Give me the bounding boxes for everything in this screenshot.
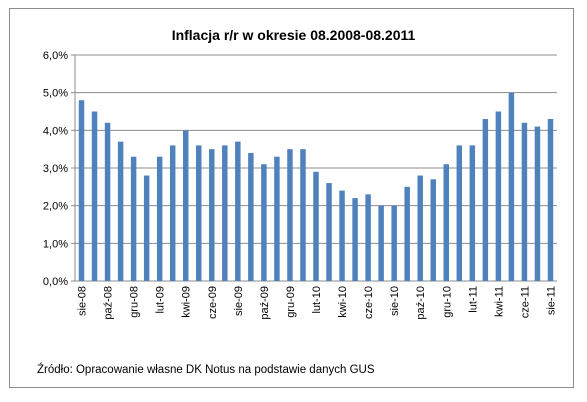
bar-sie-11 bbox=[547, 119, 554, 281]
x-tick-label: cze-10 bbox=[363, 286, 375, 319]
source-note: Źródło: Opracowanie własne DK Notus na p… bbox=[37, 364, 375, 376]
bar-paź-08 bbox=[104, 122, 111, 281]
x-tick-label: kwi-11 bbox=[493, 286, 505, 317]
y-tick-label: 5,0% bbox=[43, 88, 68, 100]
bar-lip-09 bbox=[222, 145, 228, 281]
x-tick-label: sie-08 bbox=[77, 286, 89, 316]
x-tick-label: sie-10 bbox=[389, 286, 401, 316]
bar-lip-10 bbox=[378, 205, 384, 281]
chart-title: Inflacja r/r w okresie 08.2008-08.2011 bbox=[171, 27, 416, 43]
bar-kwi-11 bbox=[495, 111, 502, 281]
bar-mar-09 bbox=[169, 145, 176, 281]
x-tick-label: kwi-09 bbox=[181, 286, 193, 318]
bar-mar-10 bbox=[326, 183, 332, 281]
bar-wrz-10 bbox=[404, 186, 410, 281]
x-tick-label: kwi-10 bbox=[337, 286, 349, 318]
bar-sie-10 bbox=[391, 205, 397, 281]
bar-lis-09 bbox=[274, 156, 280, 281]
bar-cze-09 bbox=[209, 149, 215, 281]
x-tick-label: sie-09 bbox=[233, 286, 245, 316]
bar-wrz-08 bbox=[91, 111, 98, 281]
bar-gru-08 bbox=[130, 156, 137, 281]
bar-sie-08 bbox=[78, 100, 85, 281]
bar-maj-09 bbox=[196, 145, 202, 281]
bar-sty-11 bbox=[456, 145, 463, 281]
y-tick-label: 2,0% bbox=[43, 201, 68, 213]
y-tick-label: 6,0% bbox=[43, 50, 68, 62]
x-tick-label: sie-11 bbox=[545, 286, 557, 315]
y-tick-label: 1,0% bbox=[43, 238, 68, 250]
x-tick-label: gru-10 bbox=[441, 286, 453, 318]
y-tick-label: 0,0% bbox=[43, 276, 68, 288]
bar-lis-08 bbox=[117, 141, 124, 281]
x-tick-label: lut-11 bbox=[467, 286, 479, 313]
bar-cze-11 bbox=[521, 122, 528, 281]
y-tick-label: 4,0% bbox=[43, 125, 68, 137]
x-tick-label: cze-09 bbox=[207, 286, 219, 319]
bar-cze-10 bbox=[365, 194, 371, 281]
bar-maj-10 bbox=[352, 198, 358, 281]
bar-maj-11 bbox=[508, 92, 515, 281]
x-tick-label: paź-09 bbox=[259, 286, 271, 320]
bar-sie-09 bbox=[235, 141, 241, 281]
x-tick-label: lut-09 bbox=[155, 286, 167, 314]
x-tick-label: paź-10 bbox=[415, 286, 427, 320]
bar-paź-09 bbox=[261, 164, 267, 281]
x-tick-label: cze-11 bbox=[519, 286, 531, 318]
bar-sty-10 bbox=[300, 149, 306, 281]
bar-lut-11 bbox=[469, 145, 476, 281]
bar-wrz-09 bbox=[248, 152, 254, 281]
bar-lut-09 bbox=[156, 156, 163, 281]
bar-lis-10 bbox=[430, 179, 436, 281]
bar-gru-10 bbox=[443, 164, 449, 281]
bar-gru-09 bbox=[287, 149, 293, 281]
bar-paź-10 bbox=[417, 175, 423, 281]
bar-lut-10 bbox=[313, 171, 319, 281]
x-tick-label: paź-08 bbox=[103, 286, 115, 320]
bar-kwi-09 bbox=[182, 130, 189, 281]
bar-kwi-10 bbox=[339, 190, 345, 281]
x-tick-label: gru-09 bbox=[285, 286, 297, 318]
x-tick-label: lut-10 bbox=[311, 286, 323, 314]
bar-lip-11 bbox=[534, 126, 541, 281]
y-tick-label: 3,0% bbox=[43, 163, 68, 175]
bar-sty-09 bbox=[143, 175, 150, 281]
bar-mar-11 bbox=[482, 119, 489, 281]
x-tick-label: gru-08 bbox=[129, 286, 141, 318]
